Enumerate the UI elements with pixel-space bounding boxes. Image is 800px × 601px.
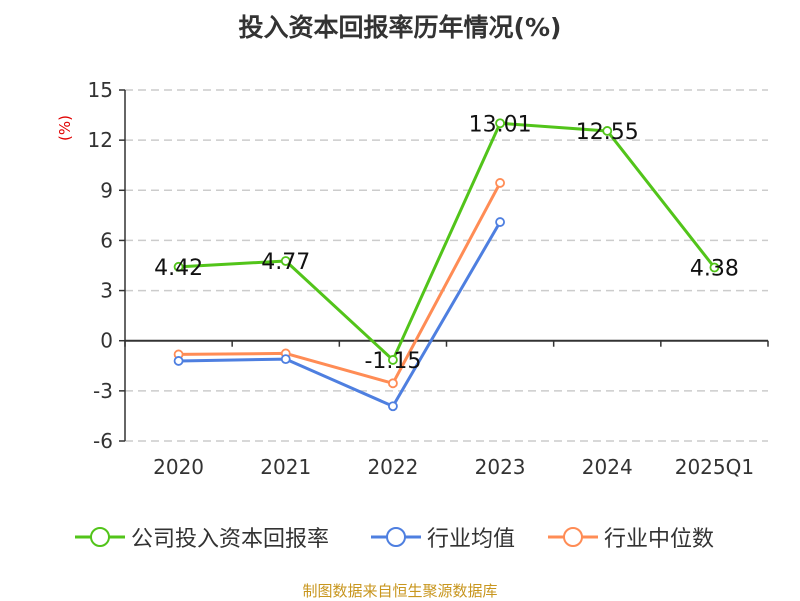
data-label: -1.15 <box>364 349 421 374</box>
data-label: 12.55 <box>576 120 639 145</box>
legend-item-company[interactable]: 公司投入资本回报率 <box>75 521 329 553</box>
y-tick-label: 15 <box>88 78 113 102</box>
legend-marker-icon <box>75 527 125 547</box>
data-point <box>173 356 184 366</box>
legend-marker-icon <box>371 527 421 547</box>
x-tick-label: 2025Q1 <box>675 455 754 479</box>
chart-title: 投入资本回报率历年情况(%) <box>238 13 562 42</box>
legend-label: 行业中位数 <box>604 527 715 552</box>
legend-marker-icon <box>548 527 598 547</box>
data-point <box>495 178 505 188</box>
y-tick-label: 9 <box>100 178 113 202</box>
y-tick-label: 6 <box>100 228 113 252</box>
y-tick-label: 0 <box>100 329 113 353</box>
y-tick-label: -3 <box>93 379 113 403</box>
legend-label: 行业均值 <box>427 527 516 552</box>
y-tick-label: 3 <box>100 279 113 303</box>
series-line <box>178 121 716 362</box>
x-tick-label: 2021 <box>260 455 311 479</box>
data-point <box>388 355 398 365</box>
series-line <box>178 221 502 408</box>
x-tick-label: 2023 <box>475 455 526 479</box>
data-label: 13.01 <box>469 112 532 137</box>
data-point <box>388 401 398 412</box>
source-footer: 制图数据来自恒生聚源数据库 <box>302 582 498 600</box>
x-tick-label: 2022 <box>367 455 418 479</box>
x-tick-label: 2020 <box>153 455 204 479</box>
series-line <box>178 182 502 385</box>
y-tick-label: 12 <box>88 128 113 152</box>
data-label: 4.42 <box>154 256 203 281</box>
legend-item-industry-median[interactable]: 行业中位数 <box>548 521 714 553</box>
x-tick-label: 2024 <box>582 455 633 479</box>
data-point <box>173 261 184 272</box>
data-point <box>709 262 720 273</box>
data-label: 4.38 <box>690 257 739 282</box>
data-label: 4.77 <box>261 250 310 275</box>
data-point <box>495 217 505 227</box>
y-tick-label: -6 <box>93 429 113 453</box>
data-point <box>388 378 398 389</box>
data-point <box>280 354 291 365</box>
data-point <box>495 118 505 129</box>
legend-label: 公司投入资本回报率 <box>131 527 330 552</box>
legend-item-industry-avg[interactable]: 行业均值 <box>371 521 515 553</box>
data-point <box>602 126 613 136</box>
y-axis-label: (%) <box>56 115 74 141</box>
data-point <box>280 256 291 266</box>
